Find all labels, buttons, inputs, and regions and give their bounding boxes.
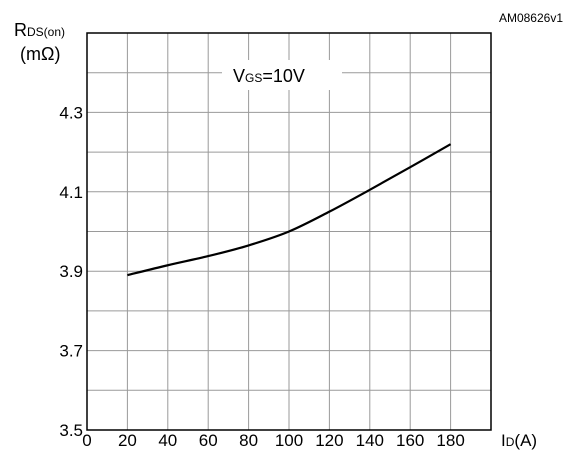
x-axis-unit: (A) <box>514 431 537 450</box>
y-axis-label-main: R <box>14 20 27 40</box>
x-tick-label: 40 <box>158 431 177 450</box>
annotation-box <box>222 60 342 90</box>
x-axis-label-sub: D <box>506 435 515 449</box>
x-tick-label: 60 <box>199 431 218 450</box>
plot-frame <box>86 32 492 431</box>
y-axis-label: RDS(on) <box>14 20 65 40</box>
y-axis-label-sub: DS(on) <box>27 25 65 39</box>
x-tick-label: 120 <box>315 431 343 450</box>
series-line <box>127 143 452 277</box>
y-axis-unit: (mΩ) <box>20 44 60 64</box>
x-tick-label: 160 <box>396 431 424 450</box>
figure-id: AM08626v1 <box>499 11 563 25</box>
series <box>127 143 452 277</box>
y-tick-label: 4.1 <box>59 183 83 202</box>
y-tick-label: 4.3 <box>59 103 83 122</box>
x-axis-label-main: I <box>501 431 506 450</box>
x-tick-label: 20 <box>118 431 137 450</box>
y-tick-label: 3.9 <box>59 262 83 281</box>
x-tick-label: 180 <box>436 431 464 450</box>
x-tick-label: 80 <box>239 431 258 450</box>
ticks: 0 20 40 60 80 100 120 140 160 180 3.5 3.7 3.9 4.1 4.3 <box>59 103 464 450</box>
annotation-value: =10V <box>262 66 305 86</box>
y-tick-label: 3.7 <box>59 342 83 361</box>
y-tick-label: 3.5 <box>59 421 83 440</box>
x-tick-label: 0 <box>82 431 91 450</box>
annotation-v: V <box>233 66 245 86</box>
x-tick-label: 100 <box>275 431 303 450</box>
x-tick-label: 140 <box>356 431 384 450</box>
annotation-sub: GS <box>245 71 262 85</box>
annotation-text: VGS=10V <box>233 66 305 86</box>
x-axis-label: ID(A) <box>501 431 537 450</box>
